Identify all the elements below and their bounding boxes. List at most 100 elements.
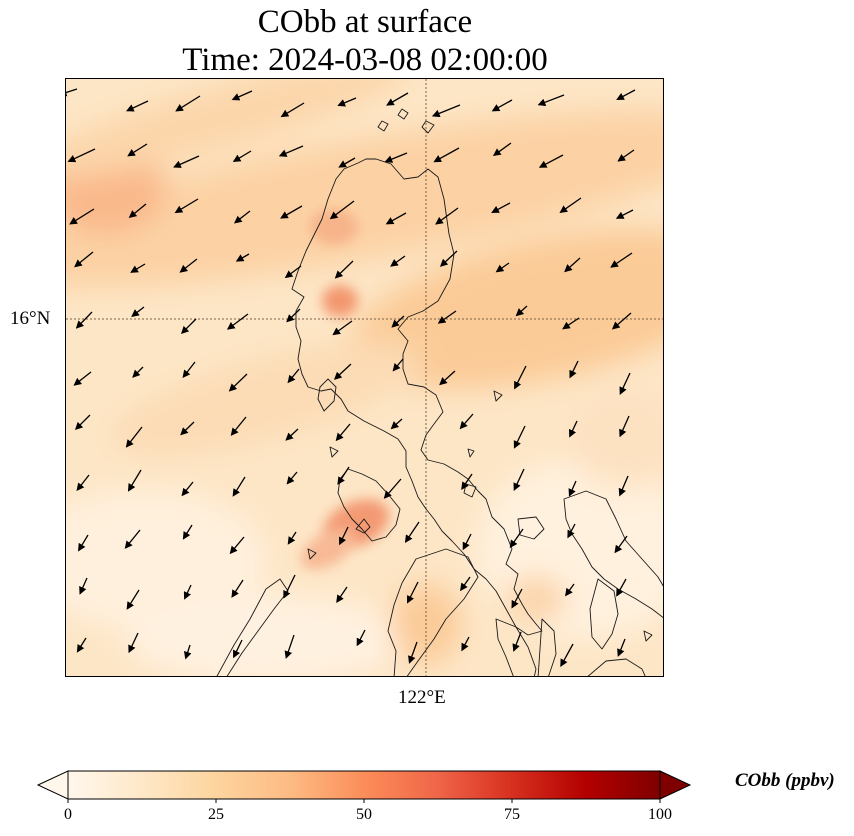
- wind-vector-arrow: [66, 88, 78, 97]
- wind-vector-arrow: [564, 257, 581, 273]
- wind-vector-arrow: [537, 94, 565, 107]
- wind-vector-arrow: [512, 631, 522, 652]
- wind-vector-arrow: [230, 416, 247, 436]
- babuyan-islet-3: [421, 120, 435, 134]
- wind-vector-arrow: [180, 318, 197, 335]
- wind-vector-arrow: [228, 373, 248, 392]
- colorbar-tick-marks: [67, 799, 661, 803]
- wind-vector-arrow: [511, 588, 523, 609]
- wind-vector-arrow: [404, 521, 420, 543]
- wind-vector-arrow: [226, 313, 249, 330]
- wind-vector-arrow: [180, 421, 195, 436]
- wind-vector-arrow: [73, 371, 92, 386]
- colorbar-extend-min: [36, 770, 69, 800]
- wind-vector-arrow: [336, 586, 348, 603]
- wind-vector-arrow: [76, 637, 87, 653]
- wind-vector-arrow: [329, 200, 355, 220]
- small-island-4: [307, 548, 317, 560]
- wind-vector-arrow: [513, 425, 526, 449]
- wind-vector-arrow: [392, 358, 404, 372]
- babuyan-islet-2: [397, 108, 409, 120]
- coastlines: [216, 108, 663, 676]
- concentration-field: [66, 79, 663, 676]
- wind-vector-arrow: [408, 641, 418, 664]
- wind-vector-arrow: [124, 529, 141, 549]
- wind-vector-arrow: [437, 310, 457, 324]
- wind-vector-arrow: [235, 253, 250, 262]
- wind-vector-arrow: [182, 361, 196, 379]
- wind-vector-arrow: [616, 89, 636, 101]
- wind-vector-arrow: [284, 634, 295, 659]
- marinduque-coastline: [463, 483, 477, 498]
- wind-vector-arrow: [385, 212, 407, 225]
- map-panel: [65, 78, 664, 677]
- wind-vector-arrow: [337, 466, 350, 485]
- wind-vector-arrow: [514, 365, 527, 390]
- wind-vector-arrow: [132, 366, 144, 378]
- wind-vector-arrow: [384, 152, 408, 163]
- wind-vector-arrow: [390, 418, 403, 430]
- wind-vector-arrow: [333, 363, 352, 380]
- luzon-coastline: [291, 158, 543, 636]
- wind-vector-arrow: [232, 150, 252, 162]
- wind-vector-arrow: [562, 317, 580, 330]
- wind-vector-arrow: [515, 305, 528, 317]
- wind-vector-arrow: [334, 260, 354, 279]
- wind-vector-arrow: [79, 577, 88, 595]
- palawan-coastline: [216, 578, 289, 676]
- wind-vector-arrow: [509, 528, 524, 549]
- map-title: CObb at surface: [257, 4, 473, 40]
- wind-vector-arrow: [75, 311, 93, 329]
- wind-vector-arrow: [433, 147, 460, 163]
- wind-vector-arrow: [391, 315, 405, 328]
- wind-vector-arrow: [383, 478, 402, 499]
- wind-vector-arrow: [287, 368, 300, 384]
- wind-vector-arrow: [492, 142, 512, 157]
- wind-vector-arrow: [76, 474, 90, 492]
- wind-vector-arrow: [283, 574, 296, 599]
- wind-vector-arrow: [284, 265, 302, 279]
- wind-vector-arrow: [407, 581, 419, 604]
- wind-vector-arrow: [616, 578, 627, 597]
- wind-vector-arrow: [619, 372, 631, 395]
- wind-vector-arrow: [233, 639, 243, 659]
- wind-vector-arrow: [567, 523, 576, 539]
- wind-vector-arrow: [619, 415, 630, 438]
- colorbar-tick-label: 75: [504, 806, 520, 823]
- wind-vector-arrow: [67, 148, 96, 163]
- wind-vector-arrow: [461, 636, 470, 652]
- wind-vector-arrow: [181, 481, 194, 497]
- wind-vector-arrow: [559, 197, 582, 214]
- wind-vector-arrow: [615, 209, 634, 219]
- wind-vectors: [66, 88, 636, 668]
- wind-vector-arrow: [495, 262, 510, 273]
- bohol-coastline: [587, 658, 646, 676]
- colorbar-gradient: [67, 770, 661, 800]
- wind-vector-arrow: [174, 198, 199, 214]
- wind-vector-arrow: [229, 536, 245, 555]
- wind-vector-arrow: [617, 638, 626, 657]
- wind-vector-arrow: [128, 203, 147, 219]
- wind-vector-arrow: [126, 100, 149, 112]
- wind-vector-arrow: [287, 531, 297, 545]
- wind-vector-arrow: [285, 428, 299, 441]
- wind-vector-arrow: [513, 468, 525, 491]
- masbate-coastline: [517, 516, 545, 540]
- wind-vector-arrow: [179, 258, 198, 273]
- wind-vector-arrow: [131, 306, 145, 317]
- wind-vector-arrow: [560, 643, 574, 668]
- colorbar-label: CObb (ppbv): [735, 770, 835, 791]
- wind-vector-arrow: [435, 207, 459, 225]
- wind-vector-arrow: [431, 104, 461, 118]
- wind-vector-arrow: [538, 154, 564, 168]
- wind-vector-arrow: [286, 471, 298, 485]
- colorbar-extend-max: [659, 770, 692, 800]
- wind-vector-arrow: [459, 413, 474, 430]
- longitude-tick-label: 122°E: [398, 687, 446, 708]
- wind-vector-arrow: [568, 480, 577, 497]
- wind-vector-arrow: [280, 205, 303, 219]
- island-coastline: [355, 518, 371, 534]
- wind-vector-arrow: [74, 251, 94, 268]
- wind-vector-arrow: [439, 250, 458, 267]
- wind-vector-arrow: [386, 92, 409, 106]
